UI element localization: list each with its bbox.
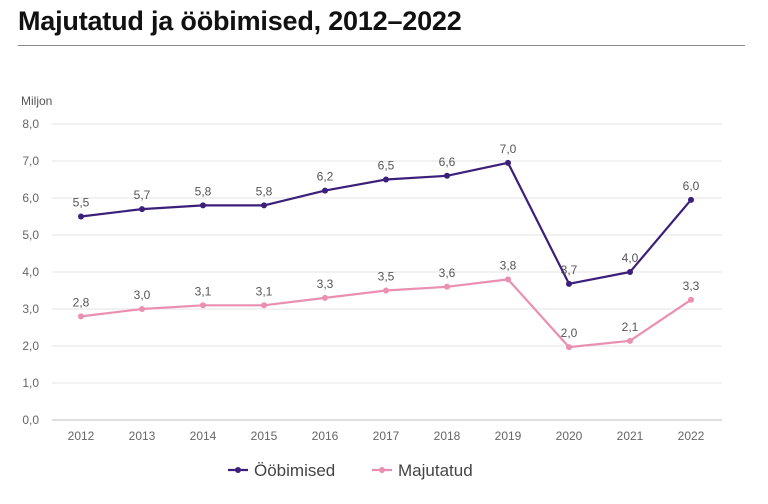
- y-tick-label: 7,0: [22, 154, 39, 168]
- data-point: [139, 306, 145, 312]
- data-label: 2,1: [622, 320, 639, 334]
- data-label: 7,0: [500, 142, 517, 156]
- legend-marker-2: [379, 467, 385, 473]
- x-tick-label: 2013: [129, 429, 156, 443]
- x-tick-label: 2015: [251, 429, 278, 443]
- data-label: 3,0: [134, 288, 151, 302]
- data-label: 5,8: [256, 184, 273, 198]
- data-label: 3,1: [195, 284, 212, 298]
- x-tick-label: 2022: [678, 429, 705, 443]
- data-label: 3,6: [439, 266, 456, 280]
- data-label: 5,5: [73, 196, 90, 210]
- y-tick-label: 0,0: [22, 413, 39, 427]
- data-point: [688, 196, 694, 203]
- data-point: [566, 280, 572, 287]
- data-point: [200, 202, 206, 209]
- data-label: 6,2: [317, 170, 334, 184]
- y-axis-unit-label: Miljon: [21, 94, 52, 108]
- data-point: [200, 302, 206, 309]
- legend-label-1: Ööbimised: [254, 461, 335, 480]
- legend: Ööbimised Majutatud: [228, 461, 473, 480]
- data-point: [627, 269, 633, 275]
- gridlines: [52, 123, 722, 421]
- data-point: [322, 294, 328, 301]
- x-tick-label: 2016: [312, 429, 339, 443]
- data-point: [78, 313, 84, 320]
- data-label: 4,0: [622, 251, 639, 265]
- data-point: [627, 337, 633, 344]
- data-label: 2,8: [73, 295, 90, 309]
- data-label: 3,3: [683, 279, 700, 293]
- data-label: 5,7: [134, 188, 151, 202]
- data-point: [261, 202, 267, 209]
- data-point: [383, 287, 389, 294]
- x-tick-label: 2021: [617, 429, 644, 443]
- data-label: 6,0: [683, 179, 700, 193]
- data-labels: 5,5 5,7 5,8 5,8 6,2 6,5 6,6 7,0 3,7 4,0 6,0 2,8 3,0 3…: [73, 142, 700, 340]
- x-tick-label: 2012: [68, 429, 95, 443]
- y-tick-label: 3,0: [22, 302, 39, 316]
- y-tick-label: 1,0: [22, 376, 39, 390]
- data-point: [78, 213, 84, 220]
- data-label: 6,6: [439, 155, 456, 169]
- x-tick-label: 2018: [434, 429, 461, 443]
- x-tick-label: 2014: [190, 429, 217, 443]
- data-point: [444, 283, 450, 290]
- data-label: 2,0: [561, 326, 578, 340]
- title-divider: [18, 45, 745, 46]
- data-point: [505, 159, 511, 166]
- y-axis: 0,0 1,0 2,0 3,0 4,0 5,0 6,0 7,0 8,0: [22, 117, 39, 427]
- legend-label-2: Majutatud: [398, 461, 473, 480]
- data-point: [139, 206, 145, 213]
- y-tick-label: 4,0: [22, 265, 39, 279]
- y-tick-label: 6,0: [22, 191, 39, 205]
- x-tick-label: 2017: [373, 429, 400, 443]
- chart-title: Majutatud ja ööbimised, 2012–2022: [18, 6, 462, 36]
- data-point: [383, 176, 389, 183]
- y-tick-label: 5,0: [22, 228, 39, 242]
- data-point: [444, 172, 450, 179]
- data-point: [261, 302, 267, 309]
- data-label: 3,3: [317, 277, 334, 291]
- series-group: [78, 159, 694, 351]
- legend-marker-1: [235, 467, 241, 473]
- data-point: [322, 187, 328, 194]
- x-tick-label: 2020: [556, 429, 583, 443]
- data-label: 6,5: [378, 159, 395, 173]
- x-tick-label: 2019: [495, 429, 522, 443]
- data-label: 5,8: [195, 184, 212, 198]
- data-point: [566, 344, 572, 351]
- data-label: 3,5: [378, 270, 395, 284]
- y-tick-label: 8,0: [22, 117, 39, 131]
- data-point: [505, 276, 511, 283]
- x-axis: 2012 2013 2014 2015 2016 2017 2018 2019 2020 2021…: [68, 429, 705, 443]
- data-label: 3,1: [256, 284, 273, 298]
- data-label: 3,7: [561, 263, 578, 277]
- data-label: 3,8: [500, 258, 517, 272]
- data-point: [688, 296, 694, 303]
- y-tick-label: 2,0: [22, 339, 39, 353]
